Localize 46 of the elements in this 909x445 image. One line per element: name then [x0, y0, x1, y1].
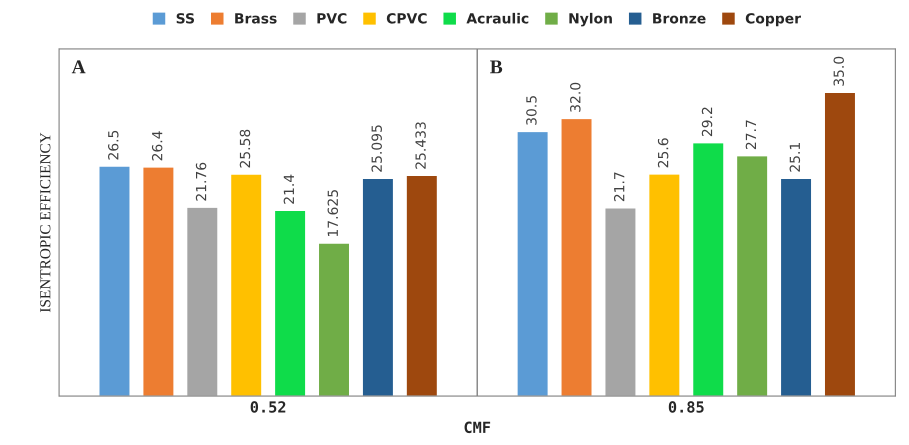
bar	[274, 210, 306, 396]
data-label: 25.095	[371, 125, 382, 172]
x-tick-label: 0.52	[250, 401, 286, 413]
bar	[405, 174, 438, 396]
legend-label: CPVC	[386, 13, 427, 24]
bar	[186, 206, 219, 396]
legend-label: Brass	[235, 13, 277, 24]
data-label: 25.6	[658, 138, 668, 168]
y-axis-title: ISENTROPIC EFFICIENCY	[40, 132, 50, 312]
data-label: 25.1	[790, 143, 800, 172]
data-label: 21.7	[614, 172, 624, 202]
bar	[142, 166, 175, 396]
data-label: 30.5	[526, 96, 537, 125]
bar	[560, 118, 593, 396]
bar	[824, 92, 856, 396]
legend-label: Bronze	[653, 13, 706, 24]
x-axis-title: CMF	[464, 422, 490, 434]
data-label: 35.0	[833, 56, 844, 86]
data-label: 17.625	[328, 190, 338, 236]
bar	[648, 173, 681, 396]
bar	[736, 154, 769, 396]
annotation: A	[72, 60, 86, 74]
bar	[780, 178, 812, 396]
data-label: 26.4	[152, 131, 162, 160]
data-label: 27.7	[746, 120, 756, 150]
legend-label: Copper	[746, 13, 801, 26]
data-label: 25.58	[240, 130, 250, 168]
legend-label: Nylon	[569, 12, 612, 26]
bar	[604, 207, 637, 396]
bar	[318, 242, 350, 396]
x-tick-label: 0.85	[668, 401, 704, 413]
annotation: B	[490, 60, 502, 74]
legend-label: Acraulic	[466, 12, 528, 24]
data-label: 29.2	[702, 108, 712, 136]
bar	[230, 173, 263, 396]
bar	[516, 130, 550, 396]
legend-label: PVC	[317, 13, 346, 24]
bar	[692, 142, 725, 396]
legend-label: SS	[176, 13, 194, 24]
data-label: 21.76	[196, 162, 206, 201]
bar	[98, 165, 131, 396]
data-label: 21.4	[284, 174, 294, 204]
data-label: 26.5	[108, 130, 119, 160]
data-label: 32.0	[570, 82, 581, 112]
bar	[362, 178, 394, 396]
data-label: 25.433	[415, 122, 426, 169]
